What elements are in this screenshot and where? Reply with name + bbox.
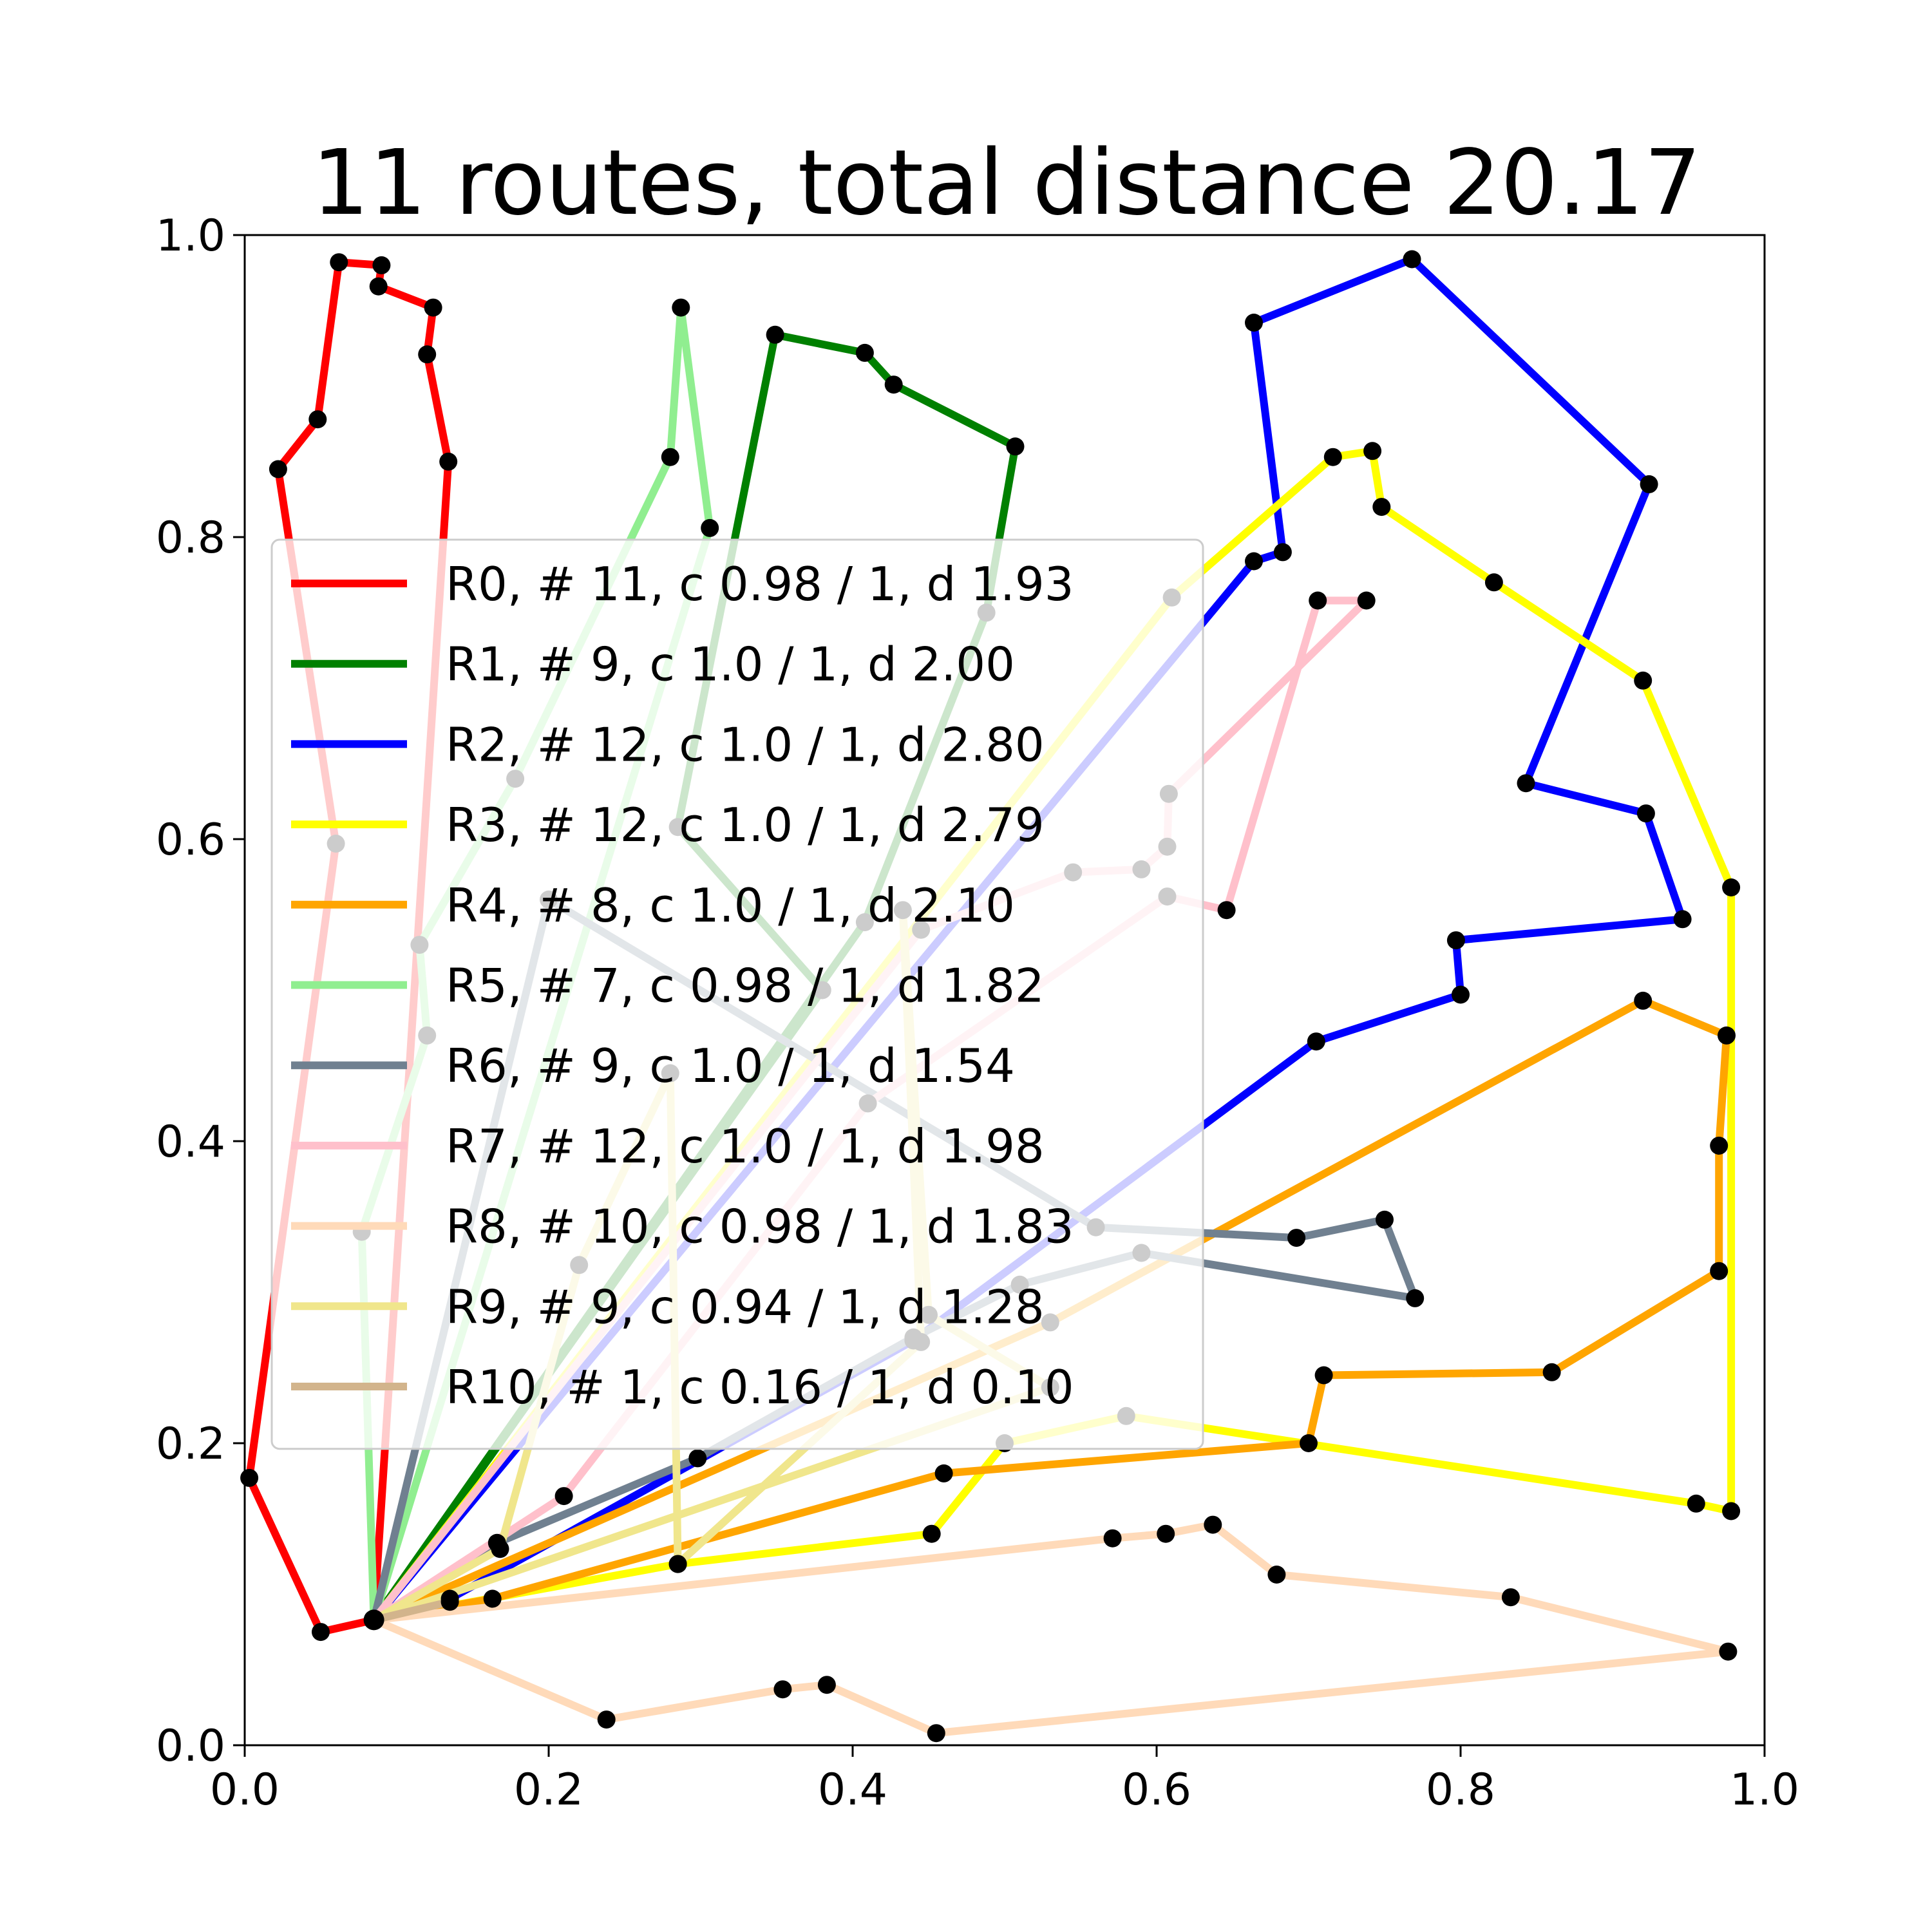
route-stop-point: [1718, 1026, 1736, 1045]
x-tick-label: 1.0: [1730, 1765, 1799, 1815]
route-stop-point: [1446, 931, 1465, 950]
route-stop-point: [308, 410, 327, 429]
y-tick-label: 0.2: [156, 1419, 225, 1470]
legend: R0, # 11, c 0.98 / 1, d 1.93 R1, # 9, c 1…: [270, 538, 1204, 1450]
legend-label-r9: R9, # 9, c 0.94 / 1, d 1.28: [446, 1280, 1045, 1334]
chart-title: 11 routes, total distance 20.17: [312, 131, 1701, 236]
route-stop-point: [1376, 1210, 1394, 1229]
legend-box: [270, 538, 1204, 1450]
route-stop-point: [372, 256, 391, 274]
legend-label-r3: R3, # 12, c 1.0 / 1, d 2.79: [446, 798, 1045, 852]
route-stop-point: [1634, 671, 1653, 690]
route-stop-point: [855, 343, 874, 362]
y-tick-label: 0.0: [156, 1721, 225, 1772]
route-stop-point: [1357, 591, 1376, 610]
axes: 0.0 0.2 0.4 0.6 0.8 1.0 0.0 0.2 0.4 0.6 0.8 1.0: [156, 211, 1799, 1815]
route-stop-point: [1687, 1494, 1705, 1513]
route-stop-point: [934, 1464, 953, 1482]
route-stop-point: [418, 345, 437, 364]
y-tick-label: 0.4: [156, 1117, 225, 1168]
route-stop-point: [554, 1487, 573, 1506]
y-tick-label: 1.0: [156, 211, 225, 261]
route-stop-point: [1309, 591, 1327, 610]
route-stop-point: [884, 375, 903, 394]
route-stop-point: [1406, 1289, 1425, 1307]
route-stop-point: [817, 1676, 836, 1694]
x-tick-label: 0.2: [514, 1765, 583, 1815]
route-stop-point: [240, 1468, 259, 1487]
route-stop-point: [1300, 1434, 1318, 1452]
legend-label-r1: R1, # 9, c 1.0 / 1, d 2.00: [446, 638, 1015, 692]
route-stop-point: [1710, 1262, 1728, 1280]
route-stop-point: [1314, 1366, 1333, 1385]
route-stop-point: [1636, 804, 1655, 823]
route-stop-point: [1452, 985, 1470, 1004]
axes-frame: [243, 234, 1766, 1747]
route-stop-point: [766, 325, 784, 344]
legend-label-r10: R10, # 1, c 0.16 / 1, d 0.10: [446, 1360, 1074, 1414]
legend-label-r7: R7, # 12, c 1.0 / 1, d 1.98: [446, 1119, 1045, 1173]
route-stop-point: [1287, 1229, 1306, 1247]
route-stop-point: [1484, 573, 1503, 592]
route-stop-point: [1722, 1502, 1741, 1520]
x-tick-label: 0.6: [1122, 1765, 1191, 1815]
legend-label-r0: R0, # 11, c 0.98 / 1, d 1.93: [446, 557, 1074, 611]
route-stop-point: [922, 1524, 941, 1543]
route-stop-point: [1673, 910, 1692, 929]
route-stop-point: [440, 1593, 459, 1611]
route-stop-point: [1245, 314, 1263, 332]
route-stop-point: [1307, 1032, 1325, 1051]
route-stop-point: [1517, 774, 1535, 793]
route-stop-point: [688, 1449, 707, 1468]
route-stop-point: [1372, 498, 1391, 516]
x-tick-label: 0.4: [818, 1765, 887, 1815]
route-stop-point: [1542, 1363, 1561, 1381]
route-stop-point: [1217, 901, 1236, 920]
route-stop-point: [668, 1555, 687, 1573]
route-stop-point: [661, 448, 679, 466]
x-tick-label: 0.8: [1426, 1765, 1495, 1815]
route-line-r4: [370, 996, 1730, 1624]
route-stop-point: [701, 518, 719, 537]
route-stop-point: [1323, 448, 1342, 466]
route-stop-point: [1640, 475, 1658, 493]
route-stop-point: [773, 1680, 792, 1699]
y-tick-label: 0.6: [156, 815, 225, 866]
route-stop-point: [672, 298, 690, 317]
route-stop-point: [483, 1589, 502, 1608]
route-stop-point: [1006, 437, 1025, 456]
depot-point: [363, 1609, 384, 1631]
route-stop-point: [1267, 1566, 1286, 1584]
route-stop-point: [1245, 552, 1263, 571]
route-stop-point: [1157, 1524, 1175, 1543]
route-stop-point: [1722, 878, 1741, 896]
route-stop-point: [330, 253, 348, 272]
legend-label-r5: R5, # 7, c 0.98 / 1, d 1.82: [446, 959, 1045, 1013]
route-stop-point: [1103, 1529, 1122, 1548]
legend-label-r2: R2, # 12, c 1.0 / 1, d 2.80: [446, 717, 1045, 772]
route-stop-point: [269, 460, 287, 478]
legend-label-r8: R8, # 10, c 0.98 / 1, d 1.83: [446, 1200, 1074, 1254]
route-stop-point: [1403, 250, 1421, 269]
route-stop-point: [369, 277, 388, 296]
route-stop-point: [1710, 1137, 1728, 1155]
y-tick-label: 0.8: [156, 513, 225, 564]
route-stop-point: [424, 298, 442, 317]
route-stop-point: [1273, 543, 1292, 562]
route-stop-point: [1363, 442, 1382, 460]
route-stop-point: [1719, 1642, 1738, 1661]
legend-label-r6: R6, # 9, c 1.0 / 1, d 1.54: [446, 1039, 1015, 1093]
route-stop-point: [1501, 1588, 1520, 1607]
x-tick-label: 0.0: [210, 1765, 279, 1815]
route-stop-point: [1204, 1515, 1222, 1534]
legend-label-r4: R4, # 8, c 1.0 / 1, d 2.10: [446, 878, 1015, 933]
route-stop-point: [439, 452, 458, 471]
route-stop-point: [1634, 991, 1653, 1010]
route-stop-point: [927, 1724, 945, 1743]
route-stop-point: [491, 1540, 509, 1558]
route-stop-point: [597, 1710, 616, 1729]
route-stop-point: [312, 1623, 330, 1642]
